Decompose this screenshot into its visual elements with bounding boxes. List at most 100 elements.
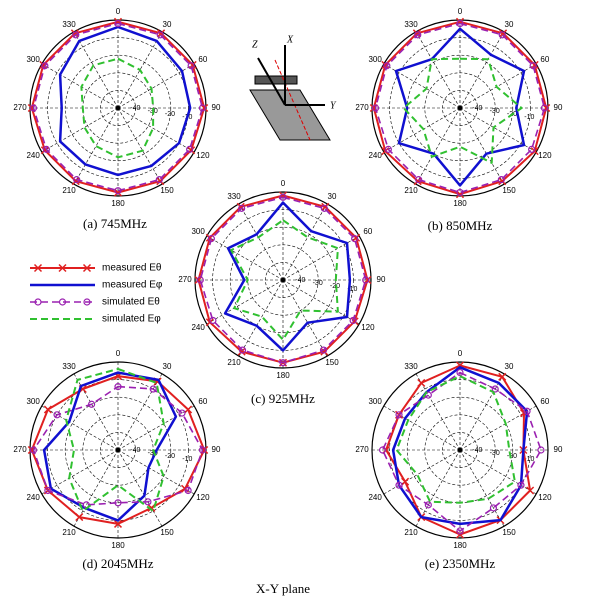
marker bbox=[75, 513, 84, 522]
caption: (d) 2045MHz bbox=[82, 556, 153, 571]
marker bbox=[209, 316, 217, 325]
angle-label: 150 bbox=[160, 186, 174, 195]
angle-label: 150 bbox=[325, 358, 339, 367]
marker bbox=[320, 204, 328, 212]
marker bbox=[529, 62, 537, 70]
axis-label: Z bbox=[252, 39, 258, 50]
r-tick-label: -40 bbox=[130, 105, 140, 112]
angle-label: 330 bbox=[404, 362, 418, 371]
series-line bbox=[223, 201, 352, 352]
marker bbox=[186, 145, 194, 153]
marker bbox=[184, 405, 193, 414]
angle-label: 90 bbox=[377, 275, 386, 284]
angle-label: 240 bbox=[368, 151, 382, 160]
marker bbox=[114, 499, 122, 507]
marker bbox=[415, 176, 423, 184]
marker bbox=[523, 407, 531, 415]
angle-label: 300 bbox=[26, 397, 40, 406]
center-dot bbox=[457, 447, 463, 453]
marker bbox=[378, 446, 387, 454]
marker bbox=[44, 486, 52, 495]
r-tick-label: -10 bbox=[524, 456, 534, 463]
series-line bbox=[199, 196, 367, 364]
angle-label: 0 bbox=[116, 7, 121, 16]
series-line bbox=[381, 371, 542, 532]
antenna bbox=[254, 75, 298, 85]
polar-chart: -40 -30 -20 -100306090120150180210240270300… bbox=[178, 179, 386, 406]
marker bbox=[319, 346, 328, 354]
r-tick-label: -20 bbox=[507, 453, 517, 460]
angle-label: 30 bbox=[505, 20, 514, 29]
marker bbox=[29, 446, 38, 454]
r-tick-label: -40 bbox=[130, 447, 140, 454]
angle-label: 240 bbox=[26, 493, 40, 502]
angle-label: 30 bbox=[163, 362, 172, 371]
marker bbox=[149, 385, 157, 393]
marker bbox=[114, 383, 122, 391]
legend-label: measured Eθ bbox=[102, 263, 162, 274]
angle-label: 180 bbox=[111, 199, 125, 208]
marker bbox=[351, 235, 359, 243]
angle-label: 150 bbox=[502, 186, 516, 195]
marker bbox=[238, 346, 247, 354]
marker bbox=[53, 411, 61, 419]
marker bbox=[147, 503, 156, 512]
center-dot bbox=[115, 447, 121, 453]
marker bbox=[456, 188, 464, 197]
axis-line bbox=[274, 59, 311, 141]
r-tick-label: -30 bbox=[490, 108, 500, 115]
r-tick-label: -30 bbox=[490, 450, 500, 457]
center-dot bbox=[280, 277, 286, 283]
marker bbox=[383, 62, 391, 70]
marker bbox=[384, 145, 392, 153]
marker bbox=[395, 481, 403, 489]
r-tick-label: -40 bbox=[295, 277, 305, 284]
marker bbox=[456, 527, 464, 535]
marker bbox=[58, 263, 67, 273]
r-tick-label: -30 bbox=[313, 280, 323, 287]
angle-label: 90 bbox=[212, 103, 221, 112]
angle-label: 270 bbox=[355, 103, 369, 112]
series-line bbox=[374, 22, 546, 194]
marker bbox=[349, 316, 357, 325]
angle-label: 90 bbox=[554, 445, 563, 454]
marker bbox=[72, 31, 80, 39]
marker bbox=[362, 276, 370, 284]
axis-label: Y bbox=[330, 100, 337, 111]
marker bbox=[279, 359, 287, 367]
marker bbox=[414, 31, 422, 39]
marker bbox=[417, 378, 426, 387]
legend: measured Eθ measured Eφ simulated Eθ simula… bbox=[30, 263, 163, 325]
marker bbox=[238, 204, 246, 212]
marker bbox=[540, 104, 549, 112]
angle-label: 240 bbox=[368, 493, 382, 502]
marker bbox=[29, 104, 38, 112]
angle-label: 0 bbox=[458, 7, 463, 16]
marker bbox=[43, 405, 52, 414]
angle-label: 150 bbox=[502, 528, 516, 537]
angle-label: 30 bbox=[505, 362, 514, 371]
angle-label: 180 bbox=[111, 541, 125, 550]
angle-label: 300 bbox=[191, 227, 205, 236]
r-tick-label: -40 bbox=[472, 105, 482, 112]
angle-label: 330 bbox=[227, 192, 241, 201]
caption: (b) 850MHz bbox=[428, 218, 493, 233]
polar-chart: -40 -30 -20 -100306090120150180210240270300… bbox=[355, 349, 563, 571]
angle-label: 120 bbox=[196, 493, 210, 502]
marker bbox=[517, 481, 525, 489]
marker bbox=[456, 368, 464, 377]
marker bbox=[528, 145, 536, 153]
marker bbox=[82, 263, 92, 273]
polar-chart: -40 -30 -20 -100306090120150180210240270300… bbox=[13, 7, 221, 231]
angle-label: 300 bbox=[26, 55, 40, 64]
series-line bbox=[80, 57, 155, 159]
series-line bbox=[230, 219, 339, 341]
angle-label: 120 bbox=[361, 323, 375, 332]
angle-label: 90 bbox=[554, 103, 563, 112]
angle-label: 180 bbox=[453, 541, 467, 550]
angle-label: 180 bbox=[276, 371, 290, 380]
marker bbox=[498, 372, 507, 381]
marker bbox=[83, 298, 91, 306]
r-tick-label: -20 bbox=[165, 453, 175, 460]
angle-label: 270 bbox=[13, 445, 27, 454]
